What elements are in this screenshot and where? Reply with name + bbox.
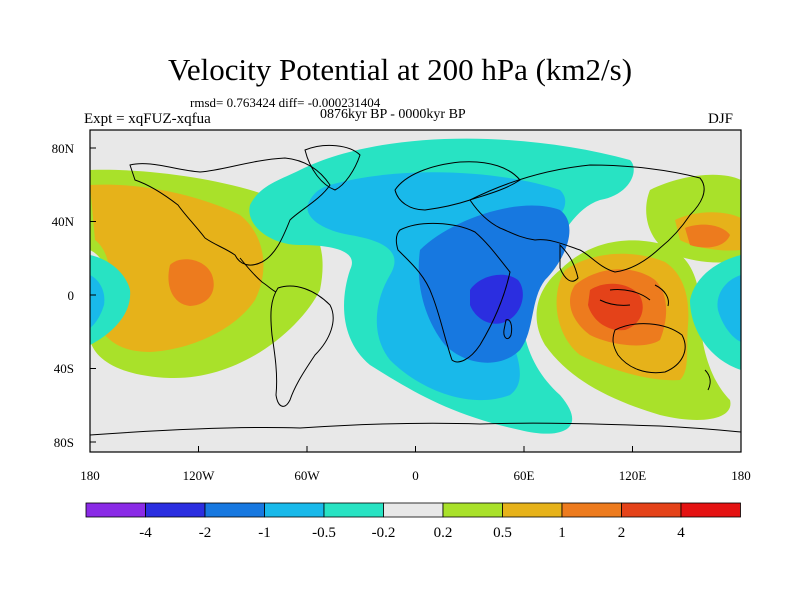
- colorbar-label: 0.5: [493, 525, 512, 541]
- negative-region-2: [470, 274, 523, 324]
- period-text: 0876kyr BP - 0000kyr BP: [320, 107, 466, 122]
- colorbar-box: [145, 502, 206, 518]
- x-tick-label: 120E: [619, 468, 647, 483]
- colorbar-label: 4: [677, 525, 685, 541]
- colorbar-label: 2: [618, 525, 626, 541]
- plot-title: Velocity Potential at 200 hPa (km2/s): [167, 52, 633, 87]
- colorbar-box: [323, 502, 384, 518]
- colorbar-label: -2: [199, 525, 212, 541]
- negative-region-dateline-east-0.5: [717, 275, 741, 342]
- experiment-label: Expt = xqFUZ-xqfua: [84, 111, 211, 127]
- colorbar-box: [561, 502, 622, 518]
- colorbar-box: [85, 502, 146, 518]
- x-tick-label: 120W: [183, 468, 216, 483]
- colorbar-box: [204, 502, 265, 518]
- y-tick-label: 80N: [52, 141, 75, 156]
- colorbar-box: [383, 502, 444, 518]
- y-tick-label: 40S: [54, 361, 74, 376]
- x-tick-label: 0: [412, 468, 419, 483]
- colorbar-label: -0.2: [372, 525, 396, 541]
- coastlines: [90, 144, 741, 436]
- y-axis: [90, 147, 96, 443]
- season-label: DJF: [708, 111, 734, 127]
- x-tick-label: 60W: [294, 468, 320, 483]
- colorbar-label: -4: [139, 525, 152, 541]
- colorbar-label: -1: [258, 525, 271, 541]
- colorbar-label: -0.5: [312, 525, 336, 541]
- positive-region-americas-1: [168, 259, 214, 306]
- x-tick-label: 180: [80, 468, 100, 483]
- colorbar: [85, 502, 741, 518]
- y-tick-label: 0: [68, 288, 75, 303]
- colorbar-box: [264, 502, 325, 518]
- x-tick-label: 180: [731, 468, 751, 483]
- field-layer: [90, 130, 741, 452]
- positive-region-indopacific-2: [588, 283, 643, 331]
- y-tick-label: 80S: [54, 435, 74, 450]
- colorbar-box: [621, 502, 682, 518]
- negative-region-dateline-west: [90, 255, 131, 345]
- x-tick-label: 60E: [514, 468, 535, 483]
- x-axis: [89, 446, 742, 452]
- colorbar-box: [502, 502, 563, 518]
- colorbar-box: [680, 502, 741, 518]
- stats-text: rmsd= 0.763424 diff= -0.000231404: [190, 95, 381, 110]
- colorbar-box: [442, 502, 503, 518]
- negative-region-dateline-west-0.5: [90, 275, 105, 328]
- colorbar-label: 1: [558, 525, 566, 541]
- y-tick-label: 40N: [52, 214, 75, 229]
- colorbar-label: 0.2: [434, 525, 453, 541]
